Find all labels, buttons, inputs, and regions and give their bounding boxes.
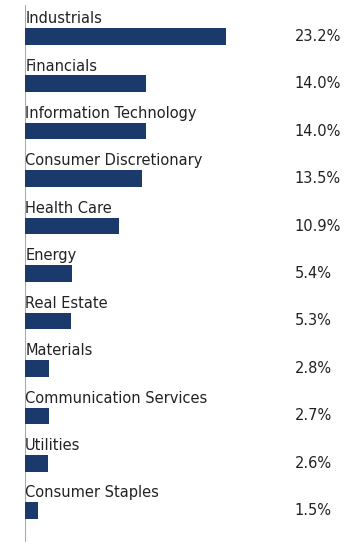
Bar — [25, 455, 48, 472]
Text: Energy: Energy — [25, 248, 76, 263]
Text: 2.7%: 2.7% — [295, 408, 332, 423]
Text: 14.0%: 14.0% — [295, 124, 341, 139]
Bar — [25, 75, 146, 92]
Bar — [25, 313, 71, 329]
Bar — [25, 170, 142, 187]
Text: 5.3%: 5.3% — [295, 313, 332, 328]
Text: 13.5%: 13.5% — [295, 171, 341, 186]
Text: Health Care: Health Care — [25, 201, 112, 216]
Text: 1.5%: 1.5% — [295, 503, 332, 518]
Text: Consumer Staples: Consumer Staples — [25, 486, 159, 501]
Text: 10.9%: 10.9% — [295, 219, 341, 234]
Text: Financials: Financials — [25, 59, 97, 73]
Text: Real Estate: Real Estate — [25, 296, 108, 311]
Bar — [25, 408, 49, 424]
Bar — [25, 360, 49, 377]
Text: Information Technology: Information Technology — [25, 106, 197, 121]
Bar — [25, 218, 120, 234]
Text: 14.0%: 14.0% — [295, 76, 341, 91]
Bar — [25, 123, 146, 139]
Text: Materials: Materials — [25, 343, 93, 358]
Text: Communication Services: Communication Services — [25, 391, 207, 406]
Text: Consumer Discretionary: Consumer Discretionary — [25, 153, 203, 168]
Bar — [25, 502, 38, 519]
Bar — [25, 265, 72, 282]
Text: Utilities: Utilities — [25, 438, 81, 453]
Text: 5.4%: 5.4% — [295, 266, 332, 281]
Bar — [25, 28, 226, 45]
Text: 2.6%: 2.6% — [295, 456, 332, 471]
Text: Industrials: Industrials — [25, 11, 102, 26]
Text: 2.8%: 2.8% — [295, 361, 332, 376]
Text: 23.2%: 23.2% — [295, 29, 341, 44]
